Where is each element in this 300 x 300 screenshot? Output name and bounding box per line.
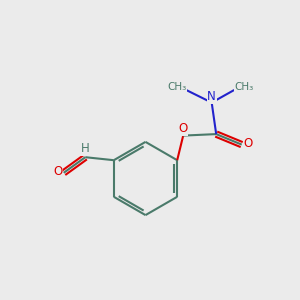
Text: O: O: [178, 122, 188, 136]
Text: N: N: [207, 90, 216, 103]
Text: O: O: [244, 136, 253, 150]
Text: O: O: [53, 165, 62, 178]
Text: H: H: [81, 142, 90, 155]
Text: CH₃: CH₃: [234, 82, 254, 92]
Text: CH₃: CH₃: [167, 82, 186, 92]
